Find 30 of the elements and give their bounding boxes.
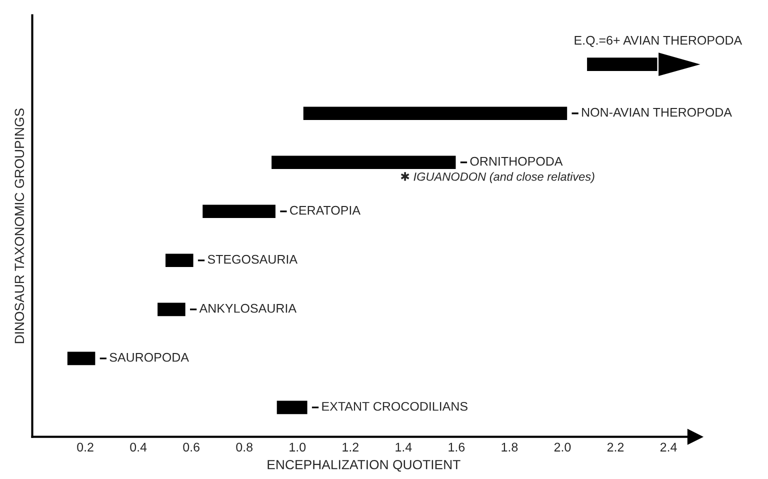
- x-tick-label: 0.6: [183, 442, 200, 452]
- y-axis-title: DINOSAUR TAXONOMIC GROUPINGS: [14, 108, 24, 344]
- y-tick-label: E.Q.=6+ AVIAN THEROPODA: [574, 36, 742, 47]
- annotation: ✱ IGUANODON (and close relatives): [400, 172, 594, 184]
- y-tick-label: ANKYLOSAURIA: [199, 304, 297, 313]
- x-tick-label: 2.0: [554, 442, 571, 452]
- y-tick-label: EXTANT CROCODILIANS: [322, 402, 468, 411]
- x-axis-title: ENCEPHALIZATION QUOTIENT: [268, 460, 460, 472]
- x-tick-label: 0.2: [77, 442, 94, 452]
- y-tick-label: NON-AVIAN THEROPODA: [582, 108, 732, 117]
- y-tick-label: CERATOPIA: [290, 206, 360, 215]
- x-tick-label: 1.6: [448, 442, 465, 452]
- x-tick-label: 0.8: [236, 442, 252, 452]
- x-tick-label: 0.4: [130, 442, 147, 452]
- x-tick-label: 1.4: [396, 442, 412, 452]
- y-tick-label: ORNITHOPODA: [470, 156, 563, 166]
- x-tick-label: 1.8: [502, 442, 518, 452]
- y-tick-label: SAUROPODA: [110, 352, 189, 362]
- bar: [275, 399, 309, 416]
- x-tick-label: 2.2: [607, 442, 624, 452]
- bar: [270, 154, 458, 170]
- bar: [156, 301, 187, 318]
- bar: [201, 203, 277, 220]
- bar: [302, 105, 568, 122]
- x-tick-label: 1.2: [342, 442, 358, 452]
- bar: [164, 252, 195, 268]
- x-tick-label: 2.4: [660, 442, 677, 452]
- bar: [66, 350, 97, 366]
- x-tick-label: 1.0: [290, 442, 306, 452]
- y-tick-label: STEGOSAURIA: [208, 254, 298, 264]
